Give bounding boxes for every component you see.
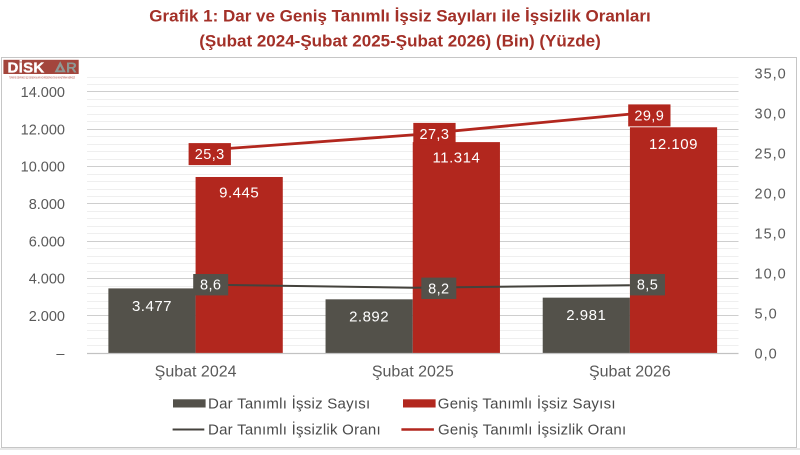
svg-text:Şubat 2026: Şubat 2026 xyxy=(589,364,671,381)
svg-text:30,0: 30,0 xyxy=(755,106,787,122)
svg-text:6.000: 6.000 xyxy=(29,234,65,250)
svg-text:Dar Tanımlı İşsiz Sayısı: Dar Tanımlı İşsiz Sayısı xyxy=(208,394,370,412)
svg-text:2.981: 2.981 xyxy=(566,307,606,324)
svg-text:12.109: 12.109 xyxy=(649,136,698,153)
svg-text:20,0: 20,0 xyxy=(755,186,787,202)
svg-text:35,0: 35,0 xyxy=(755,66,787,82)
svg-text:Şubat 2025: Şubat 2025 xyxy=(372,364,454,381)
svg-text:10,0: 10,0 xyxy=(755,266,787,282)
svg-text:9.445: 9.445 xyxy=(219,185,259,202)
svg-text:0,0: 0,0 xyxy=(755,346,778,362)
svg-text:8,5: 8,5 xyxy=(637,278,658,294)
svg-text:Geniş Tanımlı İşsiz Sayısı: Geniş Tanımlı İşsiz Sayısı xyxy=(438,394,616,412)
svg-text:TÜRKİYE DEVRİMCİ İŞÇİ SENDİKAL: TÜRKİYE DEVRİMCİ İŞÇİ SENDİKALARI KONFED… xyxy=(9,75,75,80)
svg-text:Grafik 1: Dar ve Geniş Tanımlı: Grafik 1: Dar ve Geniş Tanımlı İşsiz Say… xyxy=(149,7,650,26)
svg-text:2.000: 2.000 xyxy=(29,309,65,325)
svg-text:25,0: 25,0 xyxy=(755,146,787,162)
svg-text:8,6: 8,6 xyxy=(200,278,221,294)
svg-text:–: – xyxy=(56,346,65,362)
svg-text:Dar Tanımlı İşsizlik Oranı: Dar Tanımlı İşsizlik Oranı xyxy=(208,420,381,438)
svg-text:8,2: 8,2 xyxy=(428,281,449,297)
svg-text:27,3: 27,3 xyxy=(419,127,449,143)
svg-text:15,0: 15,0 xyxy=(755,226,787,242)
svg-text:R: R xyxy=(66,59,77,76)
svg-text:11.314: 11.314 xyxy=(433,150,481,167)
svg-text:10.000: 10.000 xyxy=(21,160,65,176)
svg-text:5,0: 5,0 xyxy=(755,306,778,322)
svg-text:(Şubat 2024-Şubat 2025-Şubat 2: (Şubat 2024-Şubat 2025-Şubat 2026) (Bin)… xyxy=(199,32,600,51)
svg-text:3.477: 3.477 xyxy=(132,298,172,315)
svg-text:4.000: 4.000 xyxy=(29,272,65,288)
svg-text:Şubat 2024: Şubat 2024 xyxy=(155,364,237,381)
svg-text:29,9: 29,9 xyxy=(634,108,664,124)
svg-text:DİSK: DİSK xyxy=(8,59,45,76)
svg-text:12.000: 12.000 xyxy=(21,122,65,138)
svg-text:Geniş Tanımlı İşsizlik Oranı: Geniş Tanımlı İşsizlik Oranı xyxy=(438,420,626,438)
svg-text:14.000: 14.000 xyxy=(21,85,65,101)
svg-text:25,3: 25,3 xyxy=(195,147,225,163)
svg-text:2.892: 2.892 xyxy=(349,309,389,326)
svg-text:8.000: 8.000 xyxy=(29,197,65,213)
